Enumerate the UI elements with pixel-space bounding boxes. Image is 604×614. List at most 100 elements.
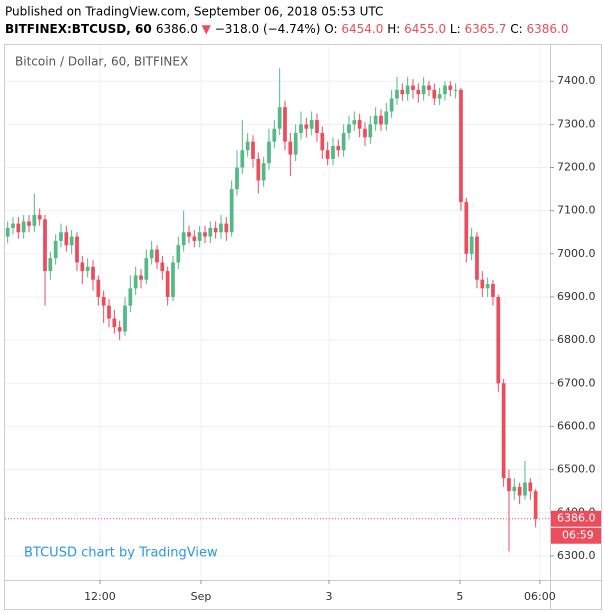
candle-body <box>533 491 538 519</box>
watermark: BTCUSD chart by TradingView <box>24 546 218 561</box>
candle-body <box>149 249 154 259</box>
x-tick-label: 3 <box>325 590 332 603</box>
candle-body <box>144 258 149 280</box>
candle-body <box>347 124 351 134</box>
candle-body <box>251 141 255 159</box>
candle-body <box>213 227 218 233</box>
candle-body <box>16 223 21 233</box>
candle-body <box>475 236 479 280</box>
candle-body <box>32 214 37 226</box>
candle-body <box>443 85 447 95</box>
countdown-box <box>551 527 601 544</box>
candle-body <box>43 219 47 272</box>
candle-body <box>192 236 197 241</box>
change-arrow: ▼ <box>202 22 215 36</box>
candle-body <box>187 232 191 237</box>
candle-body <box>53 240 58 259</box>
candle-body <box>101 296 106 306</box>
y-tick-label: 6800.0 <box>557 333 596 346</box>
published-line: Published on TradingView.com, September … <box>5 5 383 19</box>
candle-body <box>453 89 458 91</box>
candle-body <box>357 120 362 129</box>
candle-body <box>405 85 410 95</box>
candle-body <box>363 128 367 138</box>
candle-body <box>229 189 234 233</box>
candle-body <box>123 305 127 332</box>
candle-body <box>197 232 202 241</box>
candle-body <box>245 141 250 151</box>
ohlc-label: H: <box>387 22 404 36</box>
candle-body <box>421 85 426 95</box>
candle-body <box>389 98 394 112</box>
candle-body <box>27 221 31 226</box>
candle-body <box>59 232 63 241</box>
candle-body <box>224 223 229 233</box>
candle-body <box>315 120 319 134</box>
candle-body <box>469 236 474 254</box>
candle-body <box>128 288 133 306</box>
candle-body <box>373 115 378 125</box>
candle-body <box>379 115 383 125</box>
candle-body <box>261 163 266 181</box>
candle-body <box>523 482 527 496</box>
candle-body <box>256 158 261 181</box>
candle-body <box>283 107 287 142</box>
candle-body <box>171 262 175 297</box>
candle-body <box>299 124 303 134</box>
y-tick-label: 6900.0 <box>557 290 596 303</box>
candle-body <box>48 258 53 272</box>
candle-body <box>368 124 373 138</box>
candle-body <box>427 85 431 90</box>
panel-border <box>4 44 602 610</box>
candle-body <box>267 141 271 164</box>
candle-body <box>485 284 490 289</box>
quote-line: BITFINEX:BTCUSD, 60 6386.0 ▼ −318.0 (−4.… <box>5 22 569 36</box>
candle-body <box>240 150 245 168</box>
candle-body <box>181 232 186 246</box>
y-tick-label: 6700.0 <box>557 376 596 389</box>
candle-body <box>203 232 207 237</box>
ohlc-value: 6454.0 <box>341 22 387 36</box>
candle-body <box>75 236 79 263</box>
candle-body <box>352 120 357 125</box>
candle-body <box>384 111 389 125</box>
legend-title: Bitcoin / Dollar, 60, BITFINEX <box>15 55 188 69</box>
candle-body <box>507 478 511 492</box>
candle-body <box>336 145 341 151</box>
candle-body <box>448 85 453 90</box>
candle-body <box>69 236 74 246</box>
y-tick-label: 6500.0 <box>557 463 596 476</box>
candle-body <box>80 262 85 272</box>
candle-body <box>304 124 309 129</box>
candle-body <box>325 150 330 159</box>
candle-body <box>437 94 442 99</box>
candle-body <box>293 133 298 155</box>
change: −318.0 (−4.74%) <box>215 22 325 36</box>
y-tick-label: 7400.0 <box>557 74 596 87</box>
candle-body <box>432 89 437 99</box>
x-tick-label: 5 <box>456 590 463 603</box>
x-tick-label: Sep <box>191 590 212 603</box>
candle-body <box>491 284 495 297</box>
ohlc-value: 6365.7 <box>464 22 510 36</box>
candle-body <box>11 223 15 228</box>
candle-body <box>496 296 501 384</box>
last-price: 6386.0 <box>156 22 202 36</box>
candle-body <box>235 167 239 190</box>
candle-body <box>21 221 26 233</box>
ohlc-label: C: <box>510 22 526 36</box>
candle-body <box>400 89 405 95</box>
candle-body <box>96 279 101 297</box>
candle-body <box>341 133 346 151</box>
candle-body <box>5 227 10 237</box>
candle-body <box>480 279 485 289</box>
candle-body <box>133 275 138 289</box>
candle-body <box>464 202 469 254</box>
candle-body <box>331 145 335 159</box>
candle-body <box>411 85 415 90</box>
candle-body <box>117 327 122 332</box>
candle-body <box>160 262 165 272</box>
candle-body <box>176 245 181 263</box>
candle-body <box>272 128 277 142</box>
